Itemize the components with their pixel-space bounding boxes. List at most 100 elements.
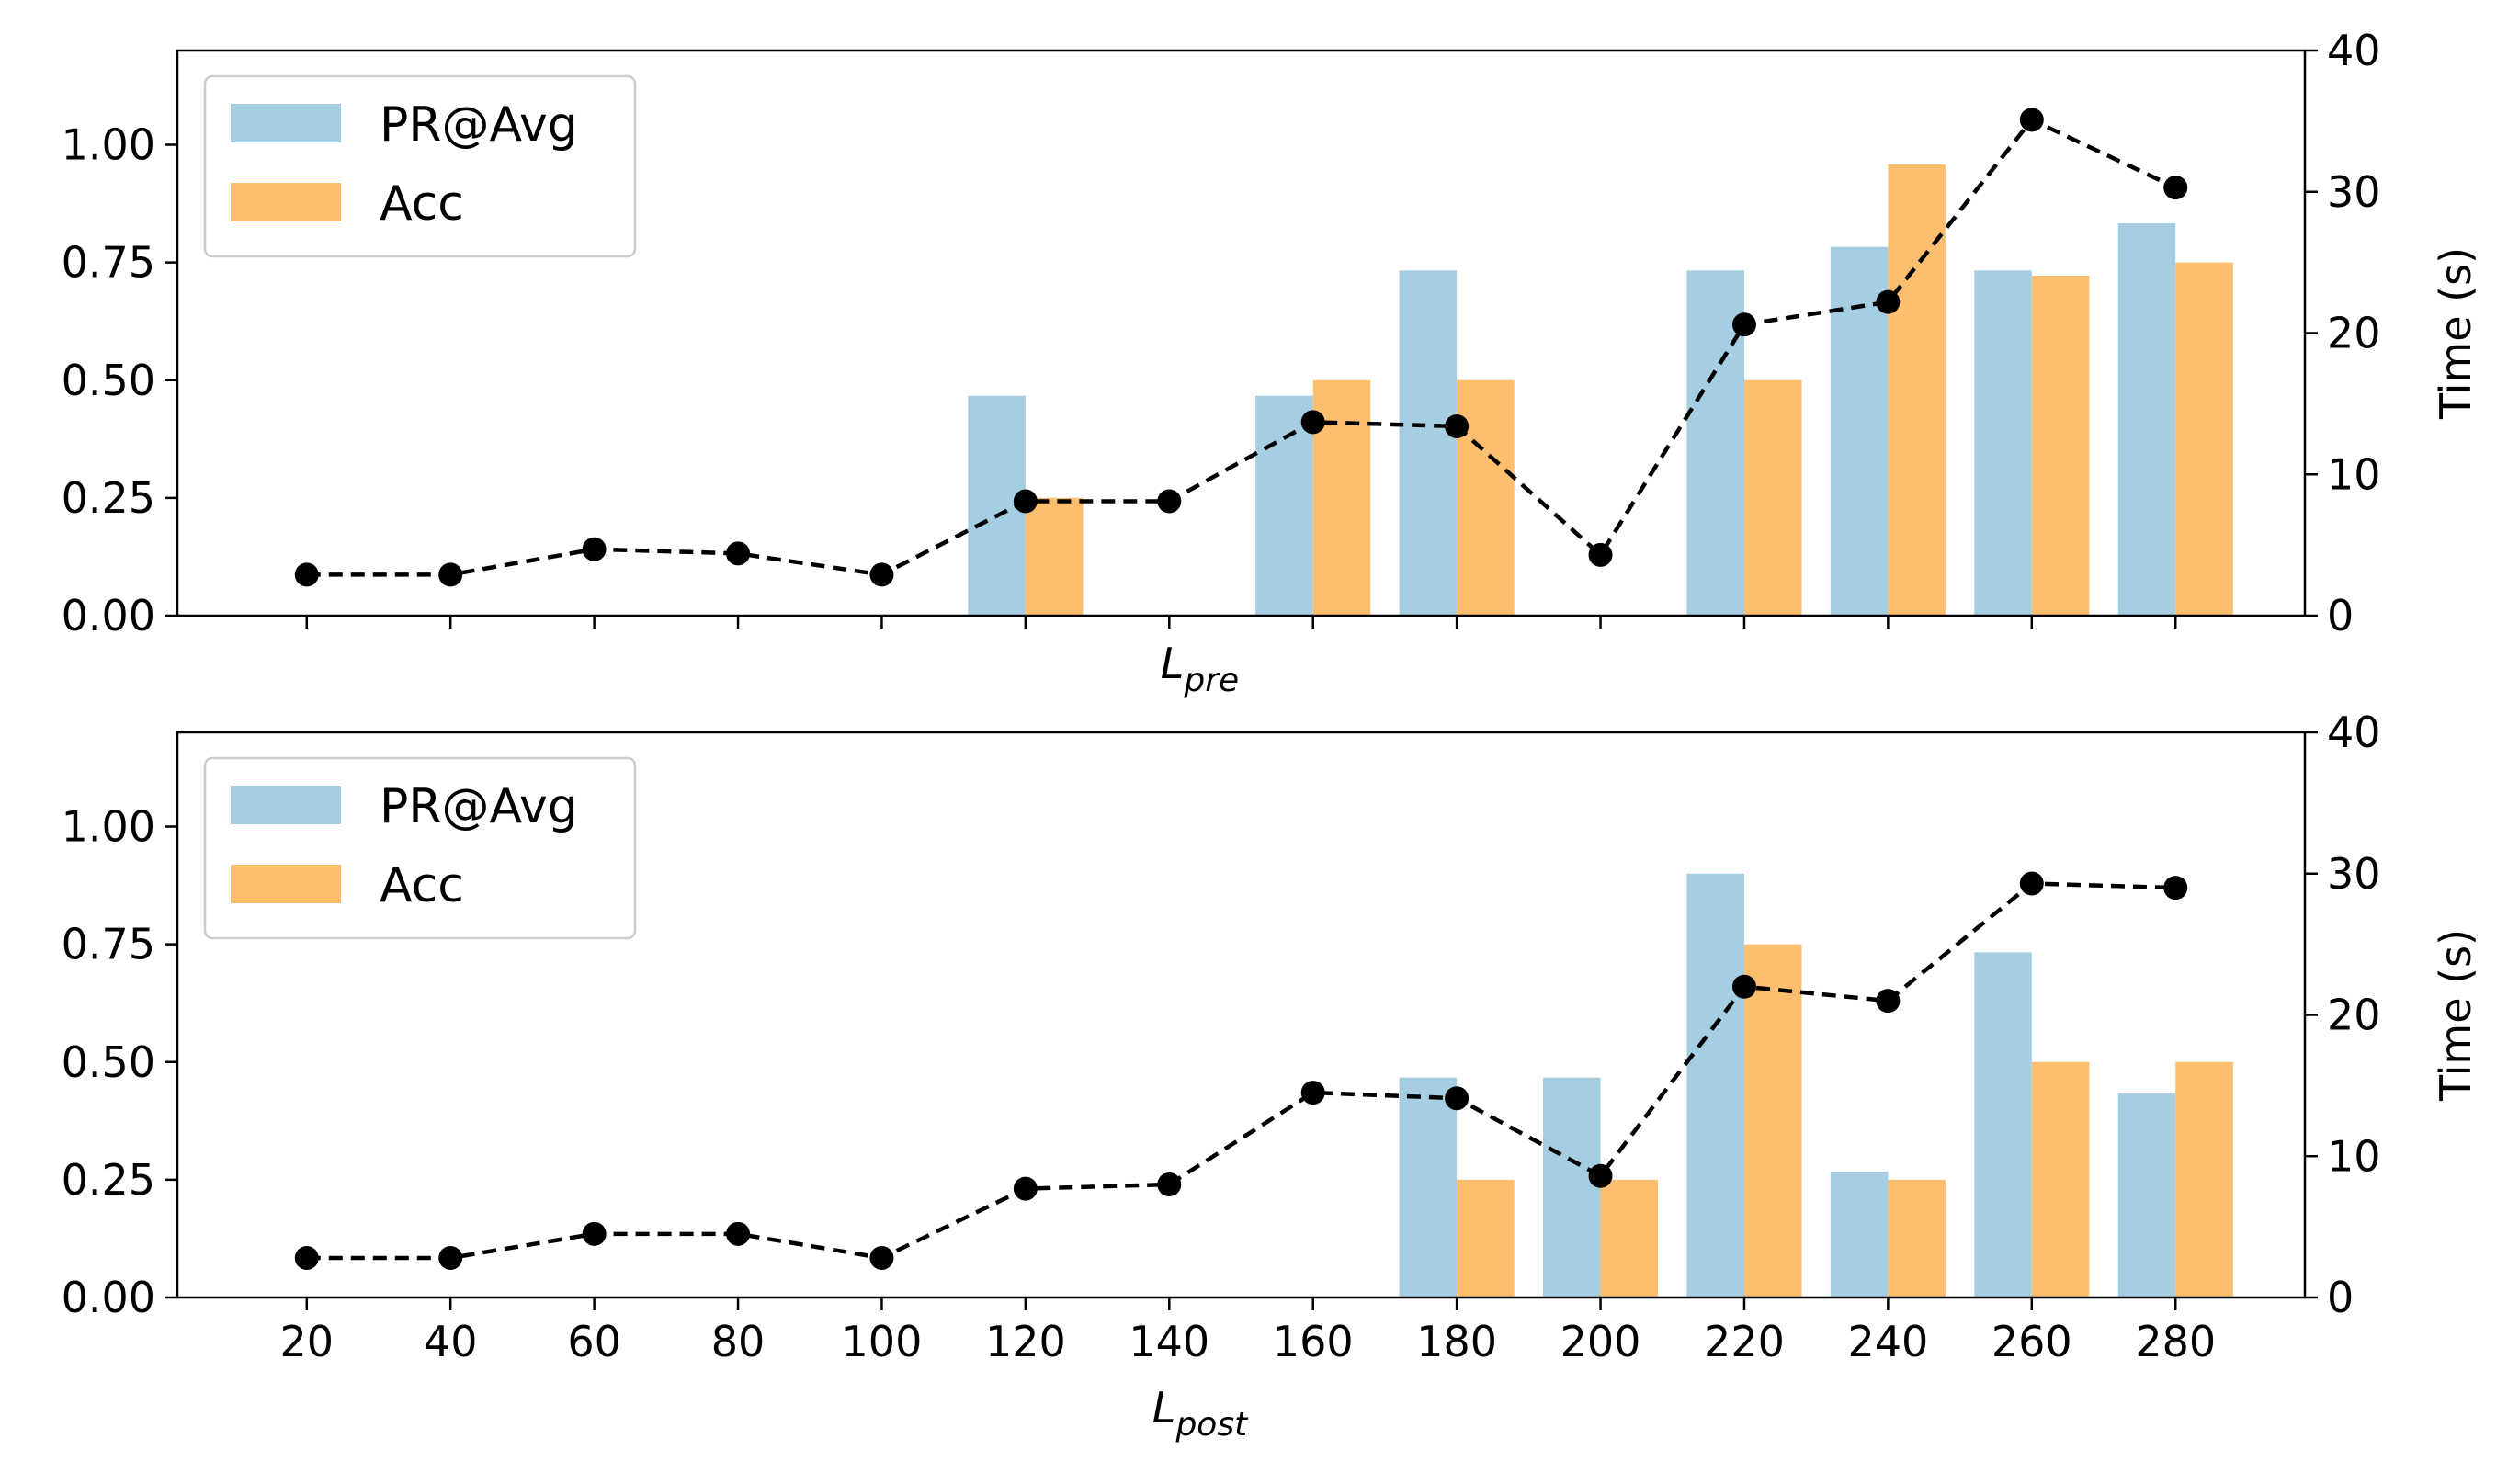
- time-point-280: [2163, 176, 2188, 200]
- bar-acc-200: [1600, 1179, 1659, 1297]
- x-tick-label: 120: [985, 1317, 1066, 1366]
- bar-pr-avg-280: [2117, 1093, 2176, 1297]
- x-tick-label: 40: [424, 1317, 478, 1366]
- time-point-40: [438, 562, 463, 587]
- legend-label-pr-avg: PR@Avg: [380, 97, 578, 153]
- y2-tick-label: 20: [2327, 991, 2381, 1040]
- time-point-220: [1731, 974, 1756, 999]
- x-tick-label: 260: [1992, 1317, 2072, 1366]
- time-point-20: [294, 562, 319, 587]
- time-point-200: [1588, 1163, 1613, 1188]
- time-point-120: [1013, 489, 1038, 514]
- y2-tick-label: 30: [2327, 849, 2381, 899]
- y2-tick-label: 40: [2327, 708, 2381, 757]
- y2-tick-label: 10: [2327, 449, 2381, 499]
- bar-acc-280: [2175, 262, 2233, 616]
- time-point-260: [2019, 871, 2044, 896]
- legend-label-pr-avg: PR@Avg: [380, 779, 578, 834]
- time-point-160: [1300, 410, 1325, 435]
- time-point-160: [1300, 1081, 1325, 1105]
- time-point-60: [582, 537, 607, 561]
- bar-acc-260: [2031, 275, 2090, 616]
- x-axis-label-sub: pre: [1183, 662, 1239, 699]
- bar-acc-220: [1743, 379, 1802, 616]
- time-series-line: [306, 117, 2177, 577]
- legend-swatch-pr-avg: [231, 104, 341, 142]
- x-axis-label-main: L: [1161, 639, 1185, 688]
- time-point-140: [1157, 489, 1182, 514]
- bar-pr-avg-240: [1830, 1172, 1889, 1297]
- time-point-240: [1876, 289, 1901, 314]
- bar-pr-avg-180: [1399, 1077, 1458, 1297]
- y2-tick-label: 0: [2327, 1273, 2354, 1322]
- bar-acc-180: [1457, 379, 1515, 616]
- bar-acc-280: [2175, 1061, 2233, 1297]
- bar-pr-avg-220: [1686, 873, 1744, 1297]
- time-point-100: [869, 1245, 894, 1270]
- bar-acc-120: [1025, 497, 1084, 616]
- y2-tick-label: 40: [2327, 26, 2381, 75]
- y-tick-label: 0.00: [62, 1273, 155, 1322]
- time-point-180: [1445, 1086, 1470, 1111]
- x-tick-label: 140: [1129, 1317, 1209, 1366]
- y2-axis-label: Time (s): [2431, 929, 2480, 1102]
- time-series-line: [306, 881, 2176, 1261]
- y-tick-label: 1.00: [62, 120, 155, 170]
- bar-pr-avg-200: [1542, 1077, 1601, 1297]
- bar-acc-260: [2031, 1061, 2090, 1297]
- x-tick-label: 220: [1704, 1317, 1785, 1366]
- time-point-100: [869, 562, 894, 587]
- panel-top: 0.00 0.25 0.50 0.75 1.00 0 10 20 30 40 Time (s) Lpr…: [62, 26, 2480, 699]
- x-axis-label-main: L: [1152, 1383, 1176, 1433]
- x-tick-label: 240: [1847, 1317, 1928, 1366]
- time-point-140: [1157, 1172, 1182, 1196]
- time-point-260: [2019, 108, 2044, 132]
- x-axis-label: Lpre: [1161, 639, 1239, 699]
- bar-pr-avg-280: [2117, 223, 2176, 616]
- bar-pr-avg-180: [1399, 270, 1458, 616]
- x-tick-label: 280: [2135, 1317, 2216, 1366]
- y-tick-label: 1.00: [62, 802, 155, 852]
- y2-axis-label: Time (s): [2431, 247, 2480, 420]
- legend-swatch-pr-avg: [231, 786, 341, 824]
- time-point-200: [1588, 542, 1613, 567]
- x-tick-label: 20: [280, 1317, 335, 1366]
- legend-swatch-acc: [231, 865, 341, 903]
- y-tick-label: 0.50: [62, 356, 155, 405]
- time-point-220: [1731, 312, 1756, 337]
- x-tick-label: 80: [711, 1317, 766, 1366]
- y2-tick-label: 20: [2327, 309, 2381, 358]
- bar-pr-avg-260: [1974, 952, 2032, 1297]
- y-tick-label: 0.25: [62, 1155, 155, 1205]
- time-point-180: [1445, 413, 1470, 438]
- bar-pr-avg-260: [1974, 270, 2032, 616]
- time-point-240: [1876, 989, 1901, 1014]
- x-axis-label-sub: post: [1175, 1406, 1249, 1444]
- legend-label-acc: Acc: [380, 176, 464, 232]
- time-point-80: [726, 541, 751, 566]
- time-point-60: [582, 1221, 607, 1246]
- time-point-280: [2163, 876, 2188, 901]
- time-point-80: [726, 1221, 751, 1246]
- y2-tick-label: 30: [2327, 167, 2381, 217]
- y2-tick-label: 10: [2327, 1131, 2381, 1181]
- x-tick-label: 160: [1273, 1317, 1354, 1366]
- time-point-120: [1013, 1176, 1038, 1201]
- time-point-20: [294, 1245, 319, 1270]
- legend-label-acc: Acc: [380, 858, 464, 913]
- panel-bottom: 0.00 0.25 0.50 0.75 1.00 0 10 20 30 40 Time (s) 20 4…: [62, 708, 2480, 1444]
- y-tick-label: 0.25: [62, 473, 155, 523]
- time-point-40: [438, 1245, 463, 1270]
- x-tick-label: 200: [1560, 1317, 1641, 1366]
- bar-acc-240: [1888, 164, 1946, 616]
- legend-swatch-acc: [231, 183, 341, 221]
- y2-tick-label: 0: [2327, 591, 2354, 640]
- y-tick-label: 0.50: [62, 1037, 155, 1087]
- bar-acc-240: [1888, 1179, 1946, 1297]
- y-tick-label: 0.00: [62, 591, 155, 640]
- x-axis-label: Lpost: [1152, 1383, 1249, 1444]
- bar-acc-220: [1743, 944, 1802, 1297]
- x-tick-label: 180: [1416, 1317, 1497, 1366]
- y-tick-label: 0.75: [62, 238, 155, 288]
